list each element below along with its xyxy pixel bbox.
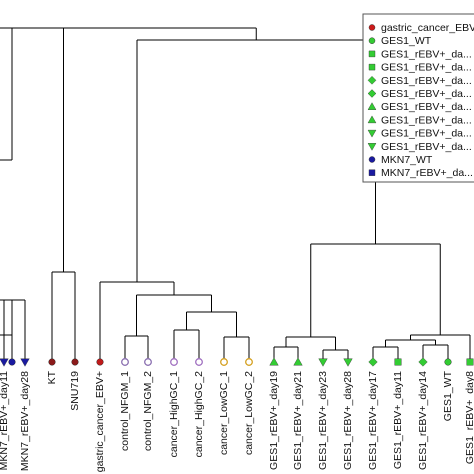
leaf-label: GES1_rEBV+_day11 [392, 371, 404, 469]
leaf-label: MKN7_rEBV+_day28 [19, 371, 31, 471]
leaf-marker [48, 358, 56, 366]
legend-entry: GES1_rEBV+_da... [381, 128, 472, 140]
leaf-marker [121, 358, 129, 366]
leaf-label: cancer_HighGC_2 [193, 371, 205, 458]
leaf-label: cancer_LowGC_2 [243, 371, 255, 455]
leaf-marker [343, 358, 353, 367]
leaf-label: GES1_WT [442, 370, 454, 421]
legend-marker [368, 37, 376, 44]
leaf-marker [71, 358, 79, 366]
leaf-marker [195, 358, 203, 366]
leaf-label: MKN7_rEBV+_day11 [0, 371, 10, 470]
legend-entry: GES1_rEBV+_da... [381, 75, 472, 87]
leaf-label: GES1_rEBV+_day21 [292, 371, 304, 470]
leaf-marker [96, 358, 104, 366]
legend-marker [367, 115, 377, 124]
leaf-marker [8, 358, 16, 366]
leaf-label: GES1_rEBV+_day19 [268, 371, 280, 470]
leaf-label: GES1_rEBV+_day28 [342, 371, 354, 470]
leaf-label: SNU719 [69, 371, 81, 411]
leaf-marker [318, 358, 328, 367]
leaf-marker [466, 358, 474, 366]
legend-marker [367, 143, 377, 151]
legend-marker [367, 102, 377, 110]
legend-marker [367, 129, 377, 138]
leaf-marker [245, 358, 253, 366]
leaf-label: cancer_HighGC_1 [168, 371, 180, 458]
legend-entry: gastric_cancer_EBV+ [381, 22, 474, 34]
legend-marker [368, 169, 376, 176]
leaf-marker [418, 357, 428, 367]
leaf-marker [444, 358, 452, 366]
legend-entry: GES1_rEBV+_da... [381, 141, 472, 153]
legend-marker [367, 76, 377, 85]
legend-entry: MKN7_rEBV+_da... [381, 167, 473, 179]
legend-entry: GES1_rEBV+_da... [381, 88, 472, 100]
leaf-label: KT [46, 370, 58, 384]
leaf-marker [20, 358, 30, 367]
legend-marker [367, 89, 377, 98]
leaf-marker [144, 358, 152, 366]
legend-entry: GES1_rEBV+_da... [381, 48, 472, 60]
dendrogram-leaves: MKN7_rEBV+_day11 MKN7_rEBV+_day28 KT SNU719… [0, 357, 474, 472]
leaf-label: GES1_rEBV+_day14 [417, 371, 429, 470]
legend-marker [368, 50, 376, 58]
leaf-marker [269, 357, 279, 366]
leaf-label: cancer_LowGC_1 [218, 371, 230, 455]
leaf-marker [293, 357, 303, 366]
legend-marker [368, 156, 376, 163]
leaf-marker [368, 357, 378, 367]
leaf-marker [394, 358, 402, 366]
leaf-marker [220, 358, 228, 366]
leaf-label: GES1_rEBV+_day8 [464, 371, 474, 464]
legend: gastric_cancer_EBV+GES1_WTGES1_rEBV+_da.… [362, 13, 474, 183]
legend-entry: GES1_rEBV+_da... [381, 62, 472, 74]
legend-entry: GES1_rEBV+_da... [381, 101, 472, 113]
legend-entry: GES1_WT [381, 35, 432, 47]
leaf-marker [0, 358, 9, 367]
leaf-label: GES1_rEBV+_day17 [367, 371, 379, 470]
legend-marker [368, 24, 376, 31]
legend-marker [368, 63, 376, 71]
legend-entry: MKN7_WT [381, 154, 433, 166]
legend-entry: GES1_rEBV+_da... [381, 114, 472, 126]
leaf-label: GES1_rEBV+_day23 [317, 371, 329, 470]
leaf-label: gastric_cancer_EBV+ [94, 371, 106, 472]
leaf-label: control_NFGM_2 [142, 371, 154, 451]
legend-box [362, 13, 474, 183]
leaf-label: control_NFGM_1 [119, 371, 131, 451]
leaf-marker [170, 358, 178, 366]
